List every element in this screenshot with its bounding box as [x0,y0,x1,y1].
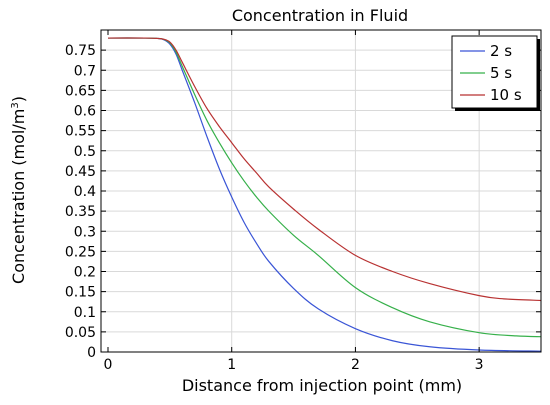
y-tick-label: 0.05 [65,325,96,341]
y-axis-title-superscript: 3 [10,102,21,108]
y-tick-label: 0.65 [65,83,96,99]
y-axis-title: Concentration (mol/m3) [9,96,28,284]
x-tick-label: 2 [351,357,360,373]
legend: 2 s 5 s 10 s [451,35,540,111]
y-tick-label: 0.2 [74,265,96,281]
y-tick-label: 0.35 [65,204,96,220]
ticks: 0 1 2 3 0 0.05 0.1 0.15 0.2 0.25 0.3 0.35 0.4 0.45 0.5… [65,30,541,373]
legend-items: 2 s 5 s 10 s [460,42,522,104]
legend-label-3: 10 s [490,86,522,104]
x-tick-label: 1 [227,357,236,373]
y-tick-label: 0.45 [65,164,96,180]
y-tick-label: 0.75 [65,43,96,59]
y-tick-label: 0 [87,345,96,361]
y-axis-title-close: ) [9,96,28,102]
y-axis-title-main: Concentration (mol/m [9,109,28,284]
legend-box [451,35,538,109]
y-tick-label: 0.1 [74,305,96,321]
x-axis-title: Distance from injection point (mm) [182,376,462,395]
y-tick-label: 0.25 [65,244,96,260]
series-line-3 [107,37,542,302]
y-tick-label: 0.5 [74,144,96,160]
series-layer [107,37,542,352]
y-tick-label: 0.4 [74,184,96,200]
y-tick-label: 0.15 [65,285,96,301]
x-tick-label: 3 [475,357,484,373]
y-tick-label: 0.6 [74,104,96,120]
y-tick-label: 0.3 [74,224,96,240]
y-tick-label: 0.7 [74,63,96,79]
legend-label-1: 2 s [490,42,512,60]
legend-label-2: 5 s [490,64,512,82]
x-tick-label: 0 [104,357,113,373]
chart-title: Concentration in Fluid [232,6,408,25]
y-tick-label: 0.55 [65,124,96,140]
grid [101,30,541,352]
